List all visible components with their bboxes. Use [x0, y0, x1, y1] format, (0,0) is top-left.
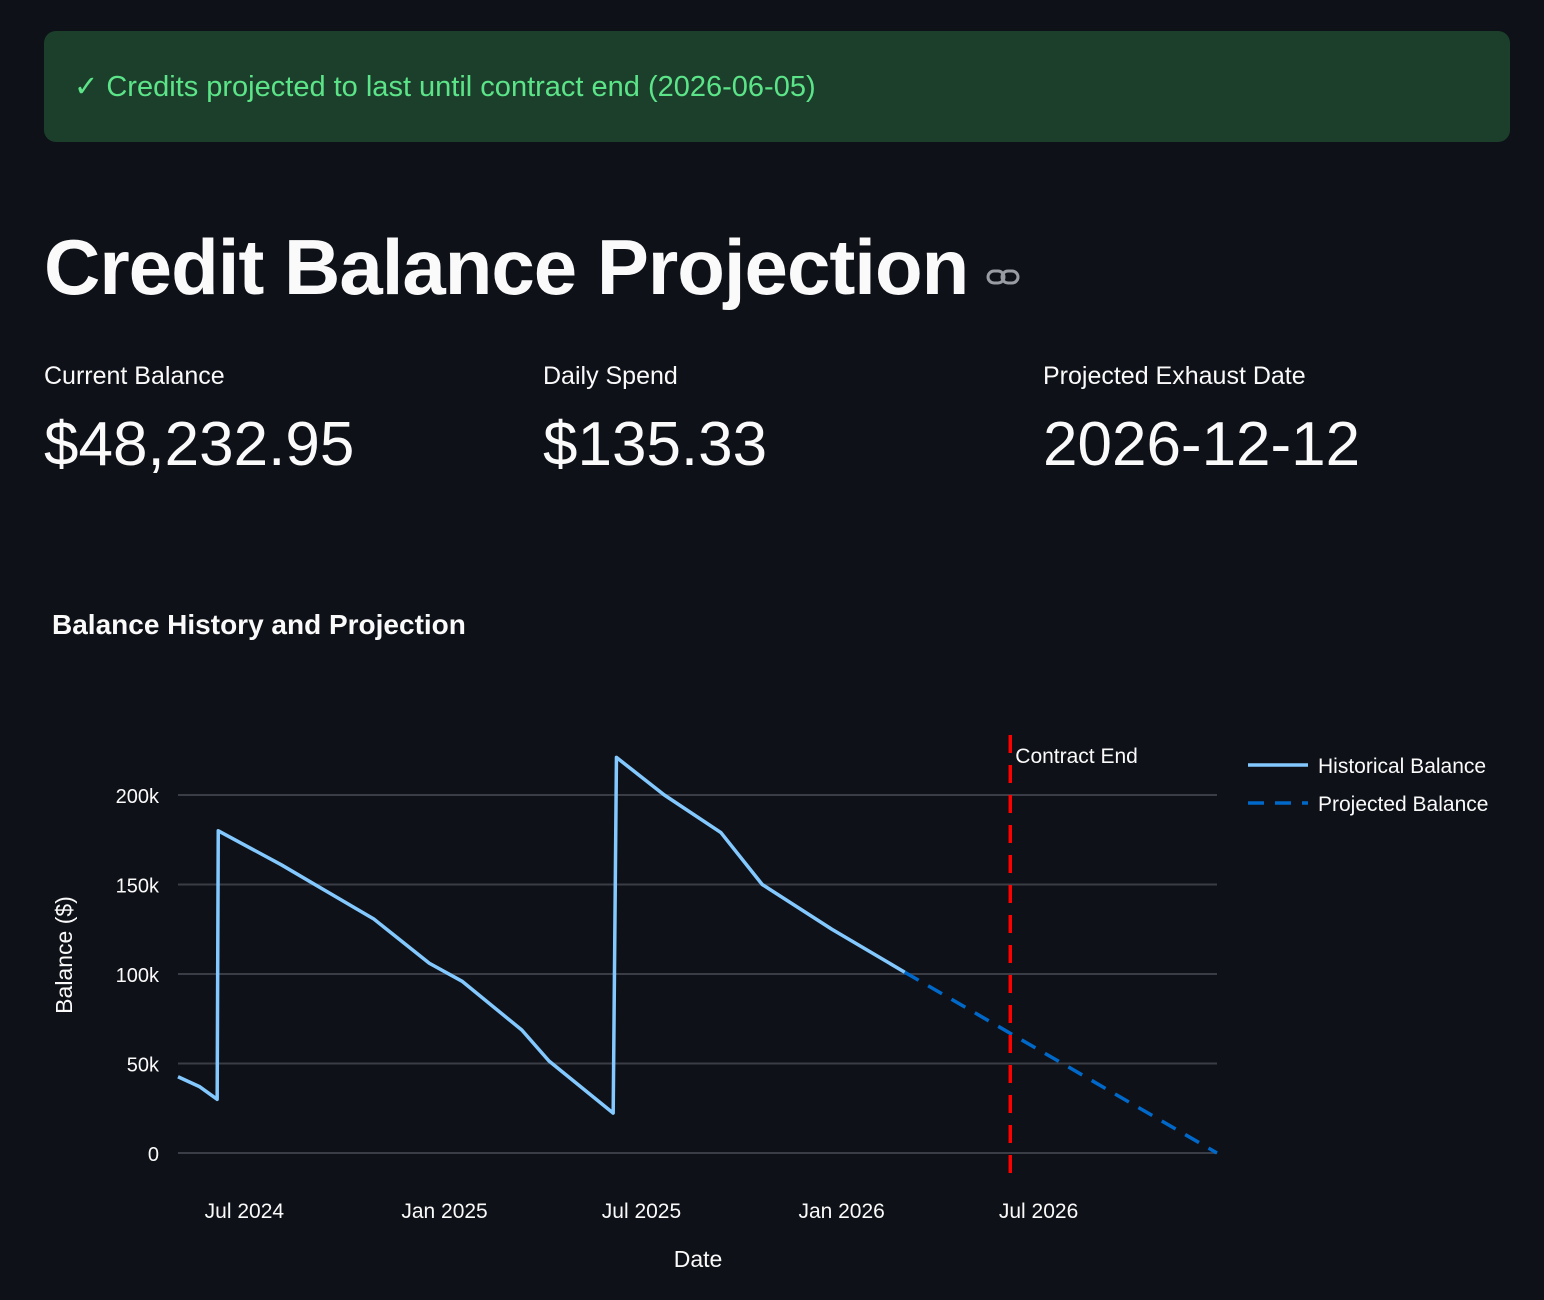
legend-label: Projected Balance [1318, 793, 1488, 816]
x-tick-label: Jul 2026 [999, 1200, 1078, 1223]
x-axis-label: Date [674, 1246, 723, 1272]
y-tick-label: 100k [116, 965, 160, 987]
page-title-row: Credit Balance Projection [44, 222, 1020, 313]
link-icon[interactable] [986, 267, 1020, 287]
y-axis-label: Balance ($) [51, 896, 77, 1014]
x-tick-label: Jan 2025 [401, 1200, 487, 1223]
projected-balance-line [903, 970, 1218, 1155]
metric-current-balance: Current Balance $48,232.95 [44, 362, 354, 480]
chart-title: Balance History and Projection [52, 609, 466, 640]
success-banner: ✓ Credits projected to last until contra… [44, 31, 1510, 142]
metric-value: $48,232.95 [44, 410, 355, 479]
metric-value: $135.33 [543, 410, 768, 479]
y-tick-label: 50k [127, 1055, 160, 1077]
historical-balance-line [177, 755, 906, 1115]
x-tick-label: Jul 2025 [602, 1200, 681, 1223]
y-tick-label: 200k [116, 786, 160, 808]
success-banner-text: ✓ Credits projected to last until contra… [74, 71, 816, 103]
metric-daily-spend: Daily Spend $135.33 [543, 362, 767, 480]
balance-chart: Balance History and Projection 0 50k 100k 1… [51, 609, 1488, 1272]
metric-exhaust-date: Projected Exhaust Date 2026-12-12 [1043, 362, 1360, 480]
x-tick-label: Jul 2024 [205, 1200, 285, 1223]
x-tick-label: Jan 2026 [798, 1200, 884, 1223]
y-tick-label: 150k [116, 876, 160, 898]
page-title: Credit Balance Projection [44, 223, 969, 311]
y-tick-label: 0 [148, 1144, 159, 1166]
metric-label: Daily Spend [543, 362, 678, 390]
metric-value: 2026-12-12 [1043, 410, 1361, 479]
contract-end-label: Contract End [1015, 745, 1138, 768]
metric-label: Projected Exhaust Date [1043, 362, 1306, 390]
legend-label: Historical Balance [1318, 755, 1486, 778]
metric-label: Current Balance [44, 362, 225, 390]
